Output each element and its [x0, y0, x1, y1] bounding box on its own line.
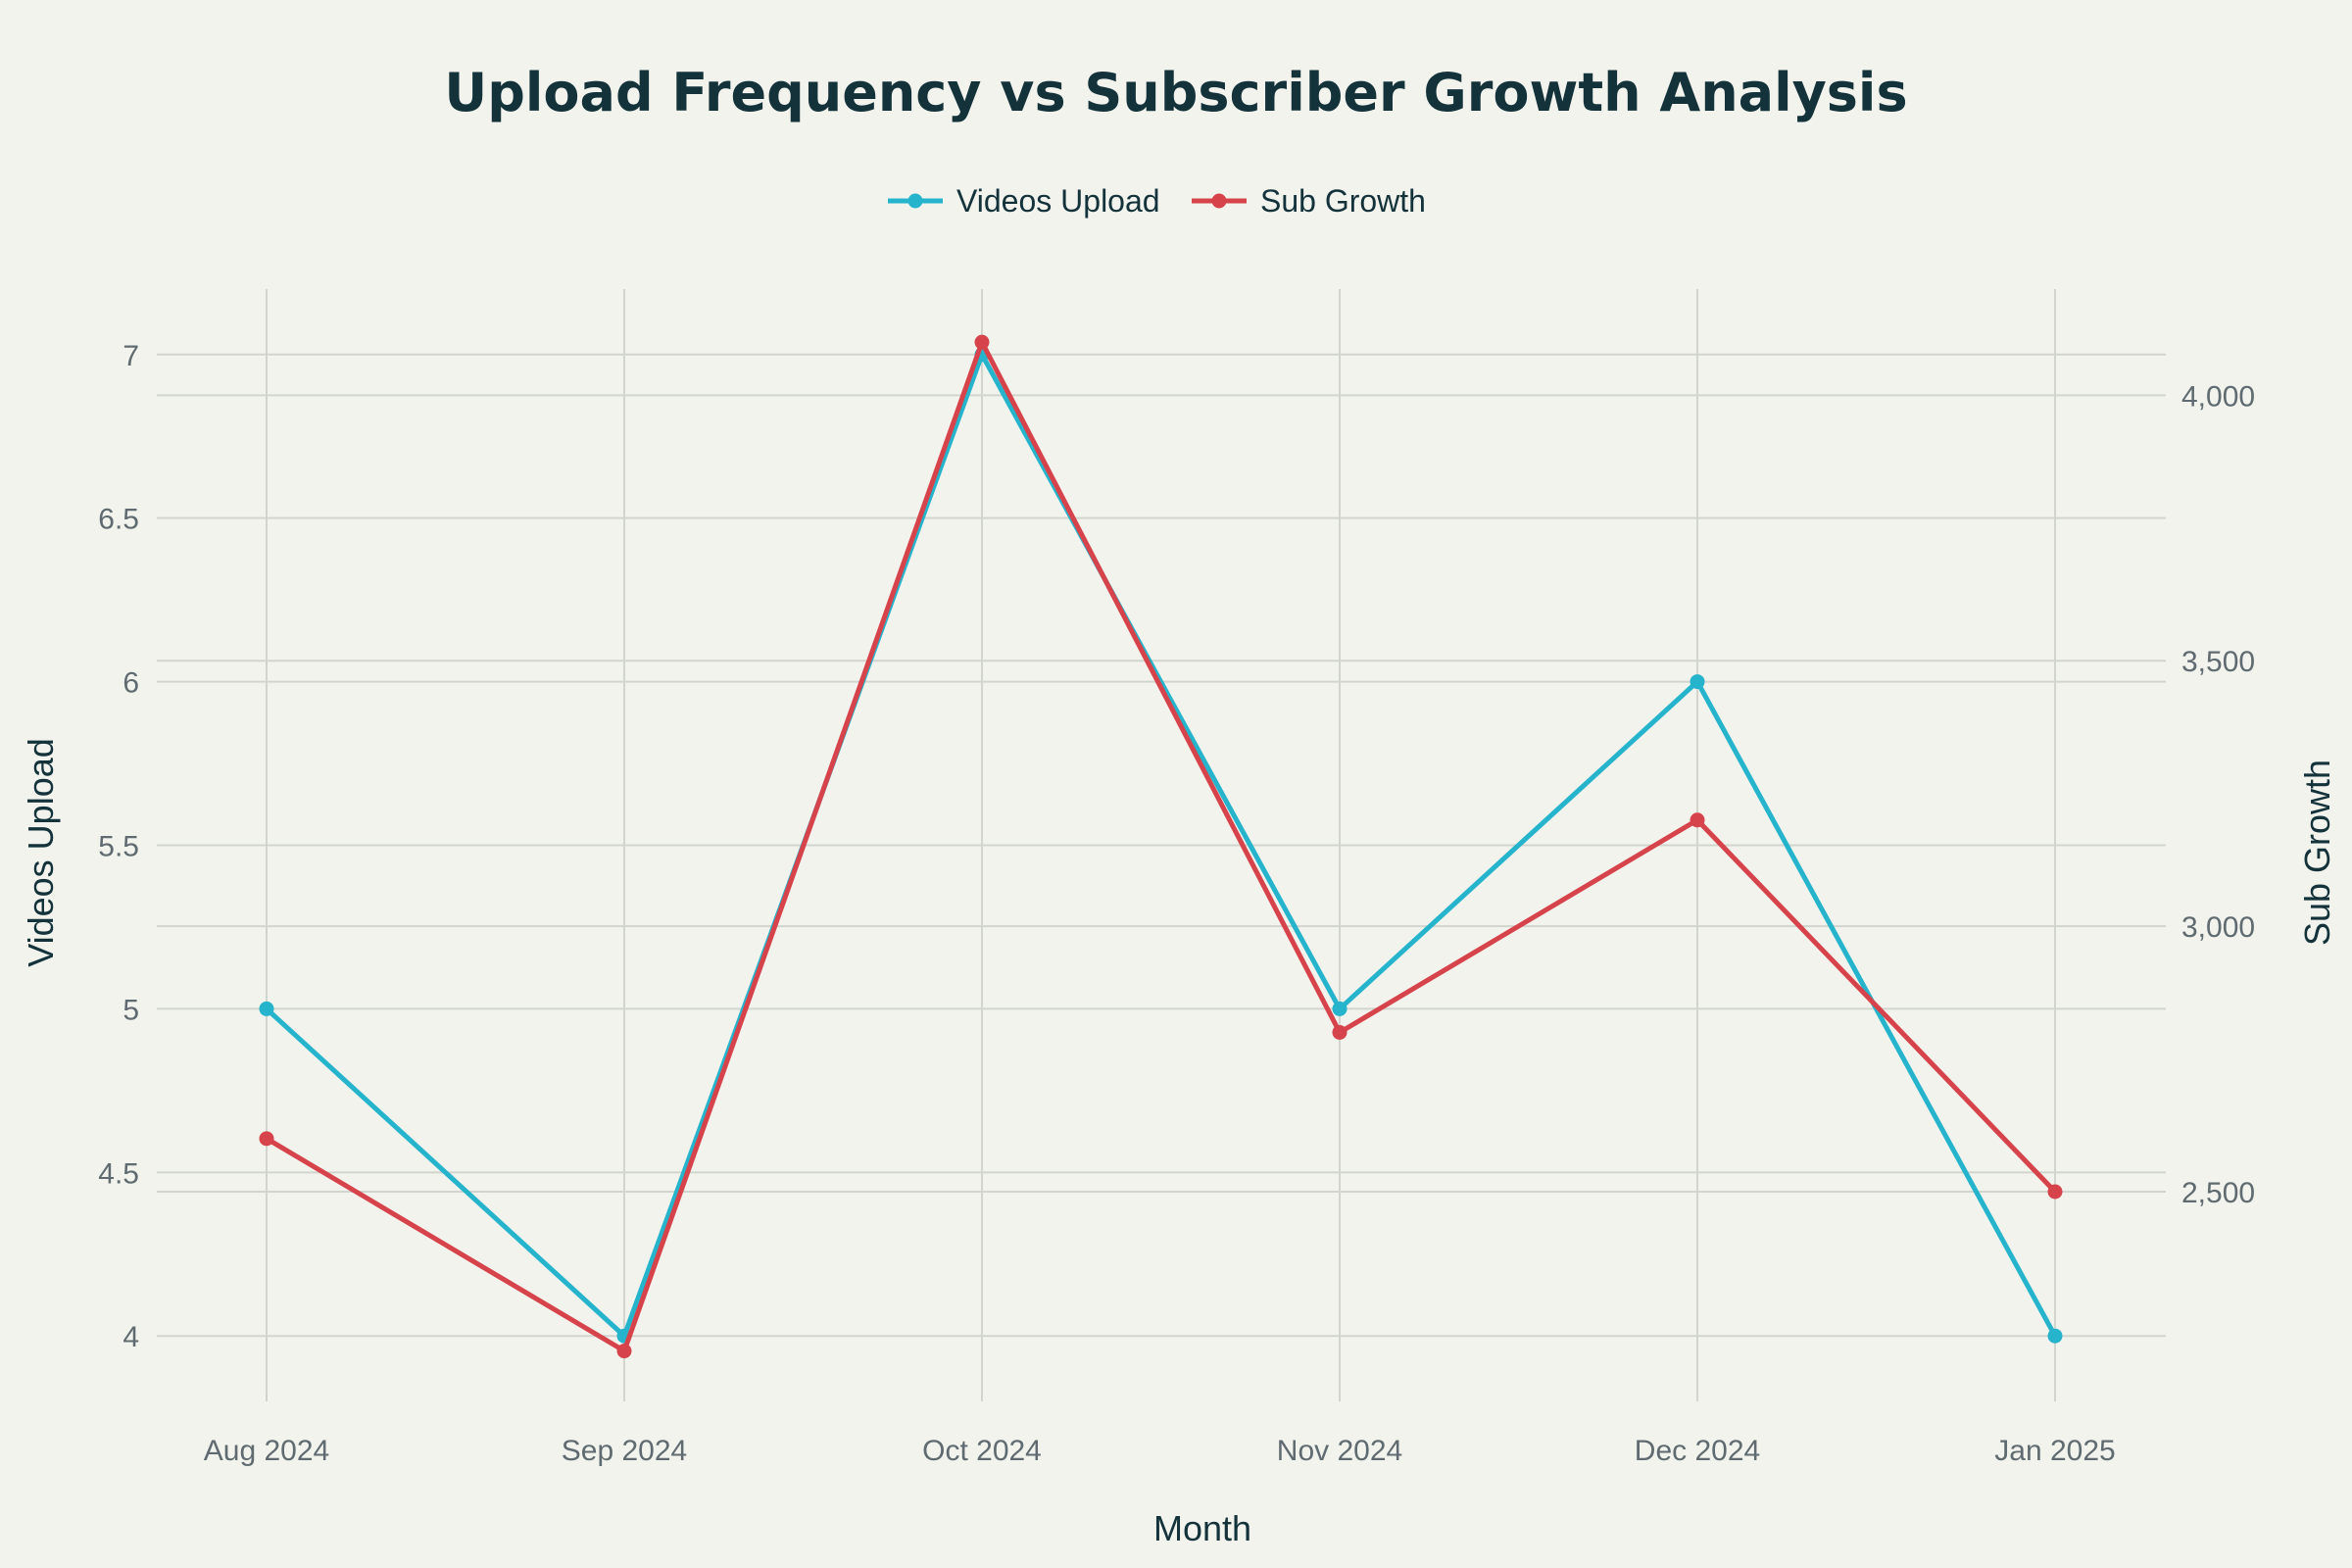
right-y-tick-label: 3,500: [2181, 646, 2255, 678]
videos-upload-point: [259, 1001, 274, 1016]
videos-upload-point: [1690, 674, 1705, 690]
axis-ticks: Aug 2024 Sep 2024 Oct 2024 Nov 2024 Dec 2024…: [98, 340, 2255, 1467]
left-y-tick-label: 6: [122, 667, 139, 700]
sub-growth-point: [259, 1131, 274, 1147]
left-y-tick-label: 4.5: [98, 1157, 139, 1190]
right-y-axis-title: Sub Growth: [2297, 760, 2337, 946]
sub-growth-point: [1332, 1024, 1348, 1040]
sub-growth-point: [2047, 1184, 2063, 1200]
legend-item-sub-growth[interactable]: Sub Growth: [1192, 183, 1426, 219]
sub-growth-point: [1690, 812, 1705, 828]
videos-upload-point: [2047, 1328, 2063, 1344]
legend-swatch-marker: [907, 193, 923, 209]
x-tick-label: Aug 2024: [204, 1435, 329, 1467]
x-tick-label: Nov 2024: [1277, 1435, 1402, 1467]
x-axis-title: Month: [1153, 1508, 1251, 1548]
x-tick-label: Jan 2025: [1994, 1435, 2115, 1467]
legend-label: Sub Growth: [1260, 183, 1426, 219]
right-y-tick-label: 2,500: [2181, 1177, 2255, 1209]
left-y-tick-label: 5.5: [98, 831, 139, 863]
legend-swatch-marker: [1211, 193, 1227, 209]
grid: [157, 289, 2166, 1401]
videos-upload-line: [265, 352, 2058, 1339]
x-tick-label: Sep 2024: [562, 1435, 687, 1467]
x-tick-label: Dec 2024: [1635, 1435, 1760, 1467]
sub-growth-point: [616, 1344, 632, 1359]
sub-growth-point: [974, 334, 990, 350]
left-y-tick-label: 7: [122, 340, 139, 372]
legend-item-videos-upload[interactable]: Videos Upload: [888, 183, 1160, 219]
legend[interactable]: Videos Upload Sub Growth: [888, 183, 1426, 219]
sub-growth-line: [265, 339, 2057, 1354]
series: [259, 334, 2063, 1359]
left-y-axis-title: Videos Upload: [21, 738, 61, 967]
right-y-tick-label: 4,000: [2181, 380, 2255, 413]
left-y-tick-label: 5: [122, 994, 139, 1026]
left-y-tick-label: 4: [122, 1321, 139, 1353]
right-y-tick-label: 3,000: [2181, 911, 2255, 944]
chart-title: Upload Frequency vs Subscriber Growth An…: [444, 62, 1907, 123]
left-y-tick-label: 6.5: [98, 504, 139, 536]
legend-label: Videos Upload: [956, 183, 1160, 219]
x-tick-label: Oct 2024: [922, 1435, 1042, 1467]
videos-upload-point: [1332, 1001, 1348, 1016]
